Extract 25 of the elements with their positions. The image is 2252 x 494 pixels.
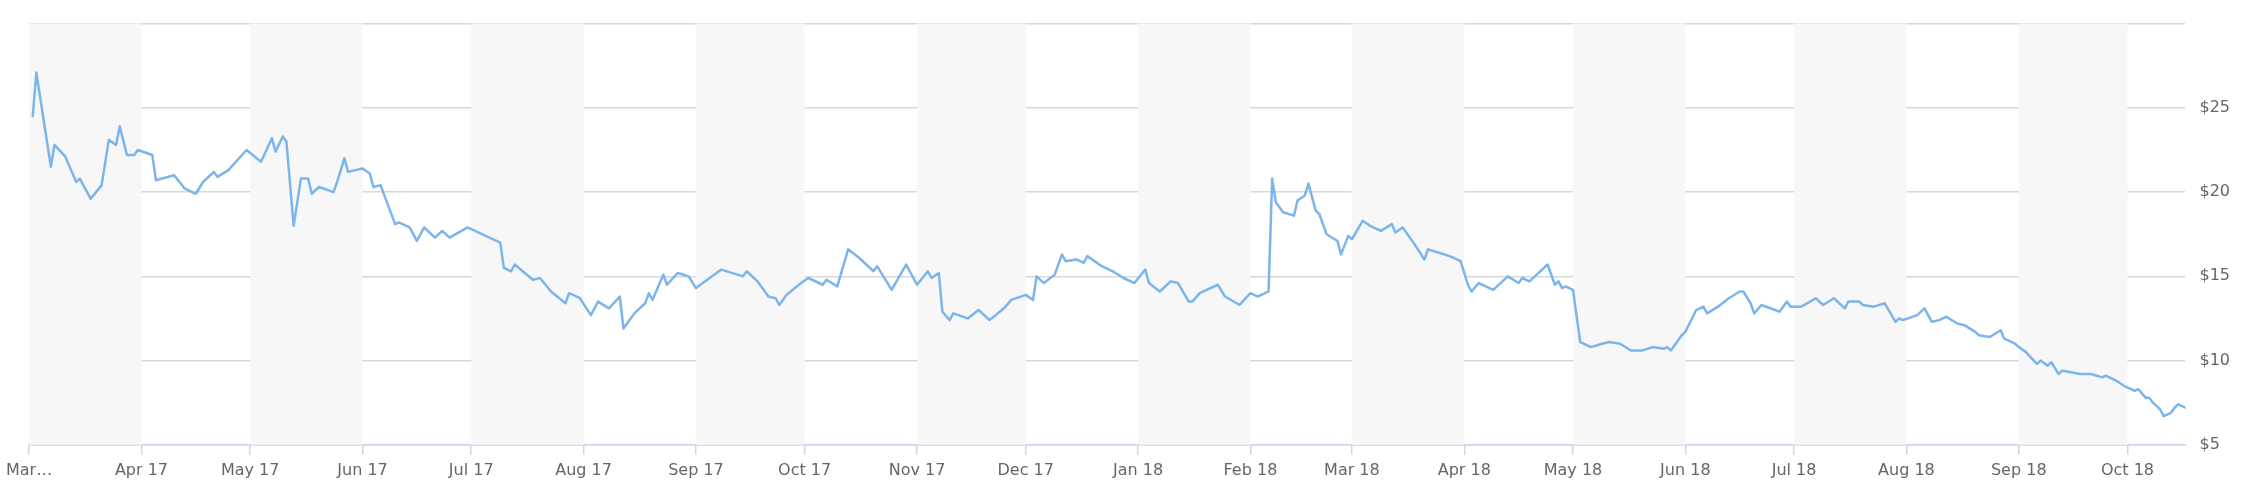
- x-tick-label: Jul 18: [1770, 459, 1817, 479]
- x-tick-label: Aug 17: [555, 459, 612, 479]
- x-tick-label: Nov 17: [888, 459, 946, 479]
- x-tick-label: Feb 18: [1223, 459, 1278, 479]
- y-tick-label: $10: [2199, 349, 2231, 369]
- y-tick-label: $20: [2199, 181, 2231, 201]
- x-tick-label: Jan 18: [1112, 459, 1164, 479]
- x-tick-label: Sep 17: [668, 459, 724, 479]
- x-tick-label: Jun 17: [336, 459, 388, 479]
- x-tick-label: Jul 17: [447, 459, 494, 479]
- y-tick-label: $5: [2199, 433, 2220, 453]
- x-tick-label: Sep 18: [1990, 459, 2047, 479]
- x-tick-label: Jun 18: [1659, 459, 1711, 479]
- y-tick-label: $15: [2199, 265, 2231, 285]
- x-tick-label: Mar…: [6, 459, 53, 479]
- x-tick-label: Dec 17: [997, 459, 1054, 479]
- x-tick-label: Aug 18: [1878, 459, 1935, 479]
- y-tick-label: $25: [2199, 97, 2231, 116]
- x-tick-label: Mar 18: [1324, 459, 1380, 479]
- x-tick-label: Apr 18: [1437, 459, 1491, 479]
- x-tick-label: Apr 17: [114, 459, 168, 479]
- x-tick-label: Oct 18: [2100, 459, 2155, 479]
- x-tick-label: May 18: [1543, 459, 1603, 479]
- x-tick-label: Oct 17: [778, 459, 832, 479]
- x-tick-label: May 17: [220, 459, 280, 479]
